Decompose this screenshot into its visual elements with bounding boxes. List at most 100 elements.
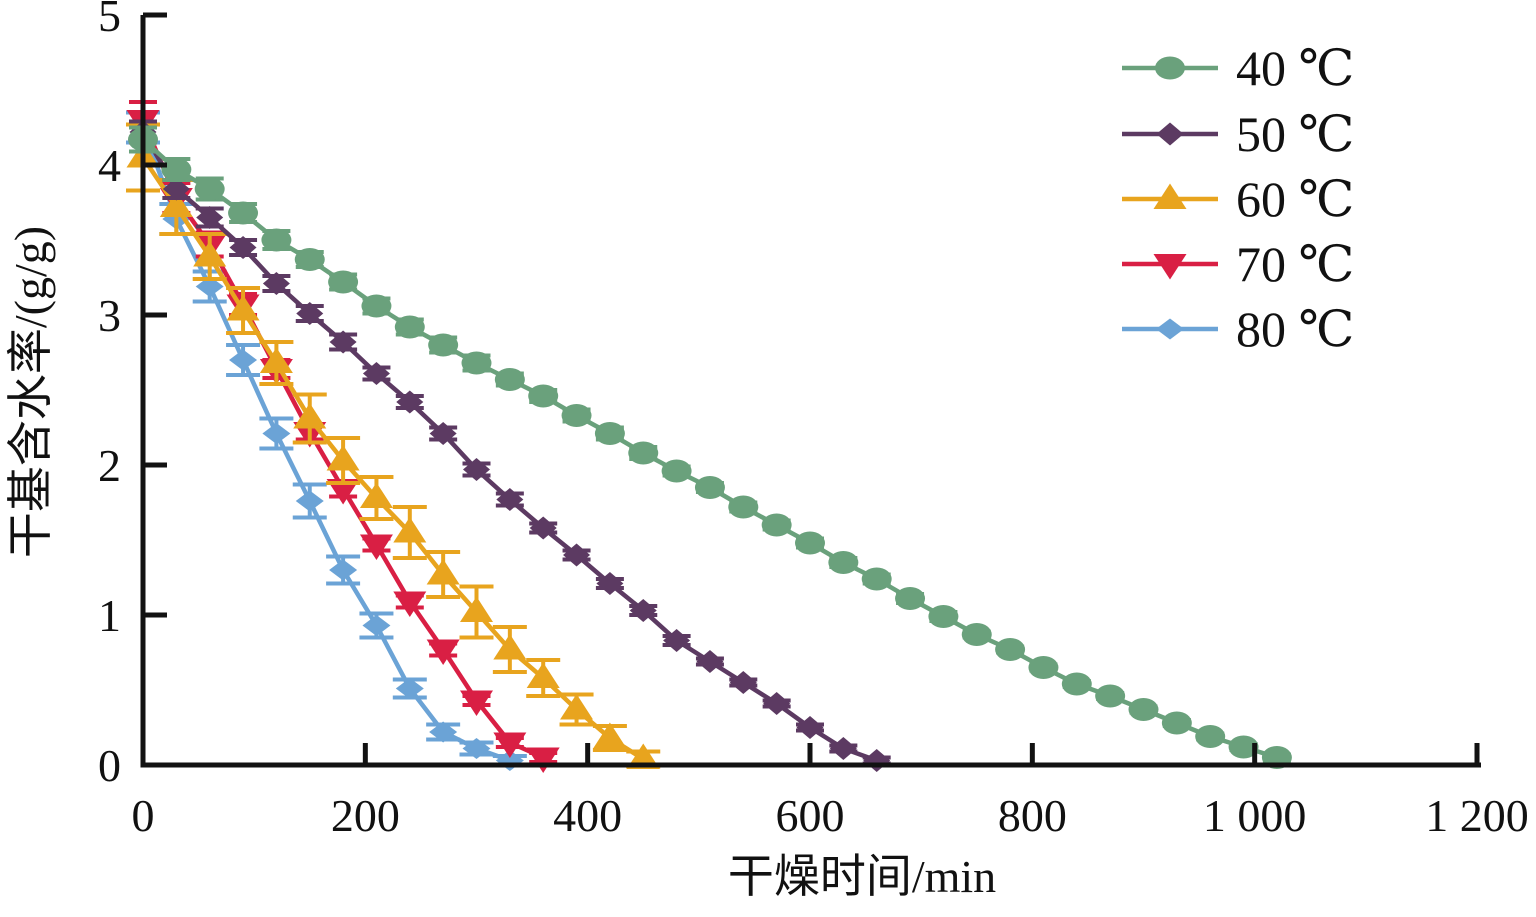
marker-40c-840	[1061, 672, 1092, 696]
marker-60c-300	[460, 596, 493, 622]
marker-50c-90	[229, 236, 257, 259]
y-tick-label-3: 3	[98, 290, 121, 341]
marker-40c-390	[561, 404, 592, 427]
marker-40c-90	[228, 201, 259, 225]
marker-40c-960	[1195, 725, 1226, 748]
marker-40c-420	[594, 422, 625, 445]
marker-40c-150	[294, 248, 325, 271]
marker-60c-210	[359, 482, 393, 508]
marker-80c-150	[295, 490, 324, 512]
marker-80c-240	[395, 678, 424, 699]
marker-80c-300	[462, 738, 491, 759]
marker-40c-570	[761, 513, 792, 537]
legend-item-80c: 80 ℃	[1122, 301, 1354, 357]
marker-70c-180	[326, 479, 360, 505]
marker-60c-120	[259, 347, 293, 373]
marker-50c-630	[829, 737, 857, 760]
legend-label-50c: 50 ℃	[1236, 106, 1354, 162]
marker-50c-570	[763, 692, 791, 715]
marker-40c-330	[494, 368, 525, 391]
marker-40c-780	[995, 638, 1026, 661]
marker-40c-600	[795, 531, 825, 555]
legend-marker-80c	[1156, 318, 1184, 340]
marker-40c-870	[1095, 684, 1126, 708]
marker-50c-420	[596, 572, 624, 595]
marker-50c-120	[262, 272, 290, 295]
x-tick-label-1200: 1 200	[1425, 790, 1529, 841]
marker-60c-390	[560, 694, 594, 720]
x-axis-title: 干燥时间/min	[728, 851, 996, 902]
marker-60c-330	[493, 634, 527, 660]
marker-70c-330	[493, 732, 527, 758]
marker-50c-270	[429, 422, 457, 445]
marker-70c-210	[359, 534, 393, 560]
marker-60c-90	[226, 295, 260, 321]
y-tick-label-1: 1	[98, 590, 121, 641]
marker-50c-300	[463, 458, 490, 481]
series-50c	[129, 119, 891, 772]
marker-40c-120	[261, 228, 292, 252]
marker-60c-240	[393, 517, 427, 543]
marker-40c-900	[1128, 698, 1159, 721]
marker-50c-240	[396, 390, 424, 414]
marker-40c-60	[194, 177, 225, 201]
marker-50c-150	[296, 302, 324, 325]
marker-40c-480	[661, 459, 692, 483]
legend-marker-60c	[1153, 183, 1187, 209]
y-tick-label-4: 4	[98, 140, 121, 191]
marker-70c-300	[460, 690, 493, 716]
marker-80c-180	[329, 559, 358, 581]
legend-label-60c: 60 ℃	[1236, 171, 1354, 227]
marker-80c-210	[362, 615, 391, 636]
x-tick-label-0: 0	[132, 790, 155, 841]
y-tick-label-0: 0	[98, 740, 121, 791]
marker-40c-300	[461, 351, 492, 375]
legend-marker-50c	[1156, 122, 1184, 146]
marker-50c-360	[529, 516, 557, 540]
legend-item-70c: 70 ℃	[1122, 236, 1354, 292]
marker-60c-360	[526, 662, 560, 688]
marker-40c-810	[1028, 656, 1059, 679]
marker-50c-390	[563, 543, 591, 567]
marker-40c-750	[961, 623, 992, 646]
marker-40c-180	[328, 270, 359, 294]
legend-item-40c: 40 ℃	[1122, 40, 1354, 96]
marker-80c-90	[229, 349, 258, 371]
marker-60c-30	[159, 191, 193, 217]
legend-label-40c: 40 ℃	[1236, 40, 1354, 96]
y-tick-label-2: 2	[98, 440, 121, 491]
marker-50c-540	[729, 671, 757, 694]
marker-50c-180	[329, 330, 357, 354]
legend-label-70c: 70 ℃	[1236, 236, 1354, 292]
marker-60c-60	[193, 241, 227, 267]
marker-40c-360	[528, 384, 559, 408]
series-line-60c	[141, 156, 645, 761]
marker-50c-330	[496, 488, 524, 511]
marker-50c-600	[796, 716, 824, 739]
marker-40c-720	[928, 605, 959, 628]
x-tick-label-400: 400	[553, 790, 622, 841]
marker-40c-660	[861, 567, 892, 591]
marker-40c-630	[828, 551, 859, 574]
x-tick-label-800: 800	[998, 790, 1067, 841]
marker-60c-420	[593, 722, 627, 748]
marker-60c-150	[293, 403, 327, 429]
y-tick-label-5: 5	[98, 0, 121, 41]
x-tick-label-1000: 1 000	[1203, 790, 1307, 841]
marker-60c-180	[326, 445, 360, 471]
marker-70c-360	[526, 747, 560, 773]
marker-40c-270	[428, 333, 459, 357]
marker-50c-30	[162, 177, 190, 201]
marker-40c-510	[694, 476, 725, 499]
marker-40c-450	[628, 441, 659, 465]
marker-70c-240	[393, 591, 427, 617]
marker-40c-540	[728, 495, 759, 519]
legend-marker-40c	[1155, 56, 1185, 80]
marker-40c-990	[1228, 735, 1259, 759]
x-tick-label-600: 600	[776, 790, 845, 841]
legend-item-60c: 60 ℃	[1122, 171, 1354, 227]
marker-50c-450	[629, 599, 657, 622]
marker-50c-210	[362, 362, 390, 385]
